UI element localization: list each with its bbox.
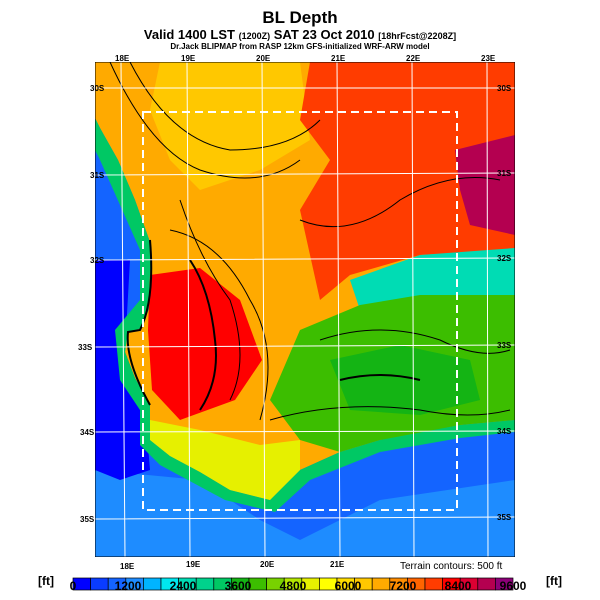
graticule — [95, 62, 515, 557]
lat-label: 30S — [90, 84, 105, 93]
northeast-purple — [455, 135, 515, 235]
lat-label: 34S — [80, 428, 95, 437]
valid-zulu: (1200Z) — [238, 31, 271, 41]
colorbar-swatch — [143, 577, 162, 591]
colorbar-label: 7200 — [389, 579, 417, 593]
east-cyan — [350, 248, 515, 310]
lat-label: 32S — [90, 256, 105, 265]
valid-time: Valid 1400 LST (1200Z) SAT 23 Oct 2010 [… — [0, 27, 600, 42]
terrain-contour-note: Terrain contours: 500 ft — [400, 561, 503, 572]
lat-label: 32S — [497, 254, 512, 263]
colorbar-swatch — [495, 577, 514, 591]
colorbar-label: 3600 — [224, 579, 252, 593]
valid-date: SAT 23 Oct 2010 — [273, 27, 375, 42]
colorbar-swatch — [371, 577, 391, 591]
lon-label: 18E — [115, 54, 130, 63]
colorbar-swatch — [477, 577, 496, 591]
lat-label: 30S — [497, 84, 512, 93]
colorbar-swatch — [195, 577, 215, 591]
colorbar-label: 2400 — [169, 579, 197, 593]
colorbar-label: 9600 — [499, 579, 527, 593]
forecast-info: [18hrFcst@2208Z] — [378, 31, 457, 41]
lat-label: 31S — [90, 171, 105, 180]
lon-label: 19E — [181, 54, 196, 63]
colorbar-label: 1200 — [114, 579, 142, 593]
lon-label: 21E — [330, 560, 345, 569]
lat-label: 31S — [497, 169, 512, 178]
northeast-red — [300, 62, 515, 300]
lat-label: 33S — [497, 341, 512, 350]
ocean-shallow — [95, 470, 515, 557]
lon-label: 23E — [481, 54, 496, 63]
map-title: BL Depth — [262, 8, 338, 27]
lon-label: 18E — [120, 562, 135, 571]
inner-domain-box — [142, 111, 458, 511]
colorbar-swatch — [90, 577, 109, 591]
lon-label: 21E — [331, 54, 346, 63]
unit-label-right: [ft] — [546, 574, 562, 588]
colorbar-label: 8400 — [444, 579, 472, 593]
lat-label: 35S — [80, 515, 95, 524]
lon-label: 19E — [186, 560, 201, 569]
lon-label: 22E — [406, 54, 421, 63]
colorbar-label: 4800 — [279, 579, 307, 593]
bl-depth-map — [95, 62, 515, 557]
colorbar-label: 6000 — [334, 579, 362, 593]
unit-label-left: [ft] — [38, 574, 54, 588]
lat-label: 33S — [78, 343, 93, 352]
model-subtitle: Dr.Jack BLIPMAP from RASP 12km GFS-initi… — [170, 42, 430, 51]
north-yellow — [150, 62, 310, 190]
lat-label: 35S — [497, 513, 512, 522]
west-red — [148, 268, 262, 420]
valid-label: Valid 1400 LST — [143, 27, 235, 42]
south-yellow — [150, 420, 300, 500]
colorbar-swatch — [424, 577, 443, 591]
lat-label: 34S — [497, 427, 512, 436]
lon-label: 20E — [256, 54, 271, 63]
colorbar — [72, 577, 514, 591]
colorbar-label: 0 — [69, 579, 77, 593]
east-darkgreen — [330, 345, 480, 415]
lon-label: 20E — [260, 560, 275, 569]
